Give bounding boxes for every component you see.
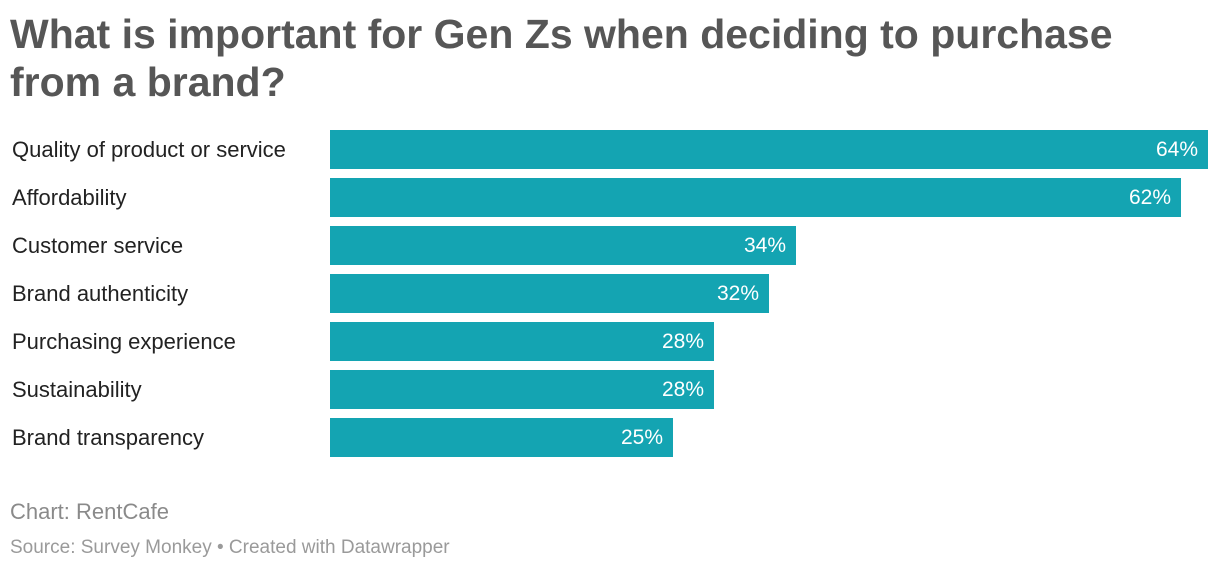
bar-row: Customer service 34% [0, 226, 1220, 265]
bar-row: Affordability 62% [0, 178, 1220, 217]
category-label: Affordability [12, 185, 127, 210]
bar-value-label: 25% [620, 426, 663, 449]
bar-value-label: 32% [716, 282, 759, 305]
bar: 62% [330, 178, 1181, 217]
bar-value-label: 28% [661, 378, 704, 401]
bar: 28% [330, 370, 714, 409]
bar: 32% [330, 274, 769, 313]
category-label: Customer service [12, 233, 184, 258]
bar-value-label: 34% [743, 234, 786, 257]
bar-row: Quality of product or service 64% [0, 130, 1220, 169]
created-with-text: Created with Datawrapper [228, 537, 450, 558]
bar: 34% [330, 226, 796, 265]
category-label: Brand authenticity [12, 281, 189, 306]
category-label: Purchasing experience [12, 329, 236, 354]
category-label: Quality of product or service [12, 137, 286, 162]
bar-row: Purchasing experience 28% [0, 322, 1220, 361]
bar-chart: Quality of product or service 64% Affordab… [0, 130, 1220, 460]
bar-row: Sustainability 28% [0, 370, 1220, 409]
bar-value-label: 28% [661, 330, 704, 353]
bar: 28% [330, 322, 714, 361]
bar: 64% [330, 130, 1208, 169]
source-text: Source: Survey Monkey [10, 537, 212, 558]
category-label: Sustainability [12, 377, 142, 402]
bar-value-label: 62% [1128, 186, 1171, 209]
bar-row: Brand transparency 25% [0, 418, 1220, 457]
chart-footer: Source: Survey Monkey • Created with Dat… [10, 536, 450, 560]
footer-separator: • [216, 537, 224, 558]
category-label: Brand transparency [12, 425, 204, 450]
chart-title: What is important for Gen Zs when decidi… [10, 11, 1113, 105]
bar-value-label: 64% [1155, 138, 1198, 161]
chart-credit: Chart: RentCafe [10, 499, 169, 524]
bar: 25% [330, 418, 673, 457]
bar-row: Brand authenticity 32% [0, 274, 1220, 313]
